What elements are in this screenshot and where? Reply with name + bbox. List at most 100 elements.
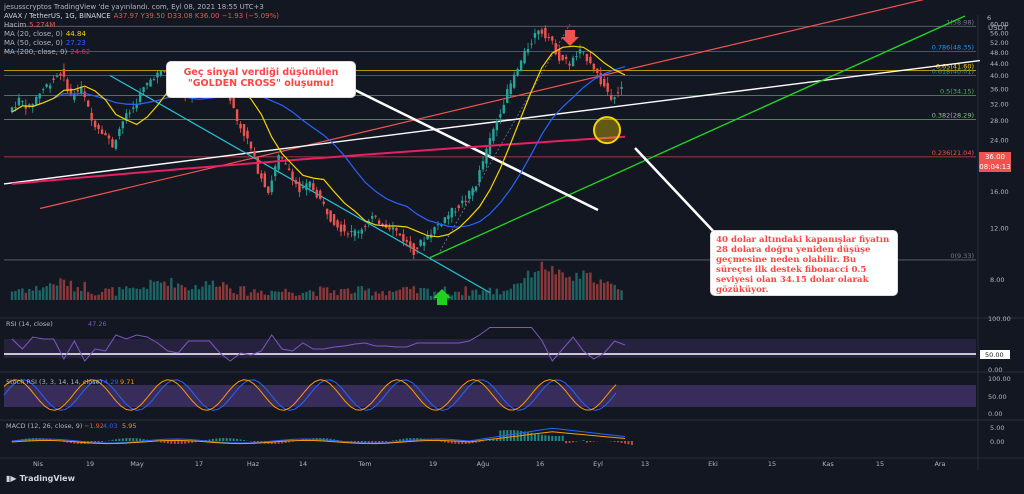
- candle-body: [77, 90, 79, 92]
- macd-histogram-bar: [243, 440, 245, 441]
- candle-body: [374, 216, 376, 217]
- volume-bar: [406, 287, 408, 300]
- candle-body: [603, 79, 605, 86]
- candle-body: [565, 57, 567, 59]
- time-tick-label: 19: [86, 460, 94, 468]
- candle-body: [461, 201, 463, 204]
- volume-bar: [132, 288, 134, 300]
- volume-bar: [181, 285, 183, 300]
- volume-bar: [333, 290, 335, 300]
- volume-bar: [163, 282, 165, 300]
- candle-body: [510, 83, 512, 94]
- volume-bar: [208, 285, 210, 300]
- volume-bar: [59, 278, 61, 300]
- time-tick-label: 17: [195, 460, 203, 468]
- macd-histogram-bar: [385, 441, 387, 442]
- macd-histogram-bar: [132, 438, 134, 441]
- pointer-line: [635, 148, 715, 233]
- volume-bar: [205, 281, 207, 300]
- volume-bar: [84, 282, 86, 300]
- candle-body: [139, 93, 141, 102]
- macd-histogram-bar: [614, 441, 616, 442]
- volume-bar: [288, 292, 290, 300]
- candle-body: [582, 51, 584, 52]
- stoch-tick: 50.00: [988, 393, 1007, 401]
- macd-label: MACD (12, 26, close, 9): [6, 422, 82, 430]
- time-tick-label: 19: [429, 460, 437, 468]
- price-tick-label: 52.00: [990, 39, 1009, 47]
- candle-body: [613, 97, 615, 99]
- volume-bar: [77, 287, 79, 300]
- candle-body: [371, 216, 373, 219]
- volume-bar: [548, 271, 550, 300]
- time-tick-label: Eki: [708, 460, 718, 468]
- volume-bar: [527, 271, 529, 300]
- candle-body: [572, 58, 574, 66]
- candle-body: [503, 105, 505, 114]
- volume-bar: [14, 291, 16, 300]
- macd-histogram-bar: [440, 441, 442, 442]
- projection-dashed: [440, 24, 570, 251]
- candle-body: [575, 56, 577, 57]
- volume-bar: [253, 289, 255, 300]
- macd-histogram-bar: [555, 436, 557, 441]
- macd-histogram-bar: [558, 436, 560, 441]
- price-tick-label: 6: [987, 14, 991, 22]
- volume-bar: [419, 288, 421, 300]
- volume-bar: [537, 271, 539, 300]
- candle-body: [21, 101, 23, 102]
- macd-histogram-bar: [562, 436, 564, 441]
- currency-label: USDT: [988, 24, 1007, 32]
- candle-body: [364, 226, 366, 227]
- volume-bar: [160, 283, 162, 300]
- price-tick-label: 24.00: [990, 137, 1009, 145]
- macd-histogram-bar: [170, 441, 172, 444]
- candle-body: [523, 51, 525, 64]
- candle-body: [402, 234, 404, 241]
- macd-histogram-bar: [582, 440, 584, 441]
- volume-bar: [413, 286, 415, 300]
- candle-body: [260, 173, 262, 178]
- candle-body: [156, 73, 158, 78]
- macd-histogram-bar: [527, 432, 529, 441]
- candle-body: [589, 57, 591, 63]
- candle-body: [264, 173, 266, 187]
- candle-body: [39, 94, 41, 99]
- volume-bar: [600, 279, 602, 300]
- candle-body: [135, 104, 137, 108]
- volume-bar: [361, 286, 363, 300]
- candle-body: [541, 30, 543, 34]
- volume-bar: [510, 289, 512, 300]
- volume-bar: [45, 286, 47, 300]
- volume-bar: [135, 289, 137, 300]
- volume-bar: [395, 291, 397, 300]
- candle-body: [45, 84, 47, 87]
- candle-body: [593, 64, 595, 70]
- volume-bar: [146, 289, 148, 300]
- fib-level-label: 0(9.33): [950, 252, 974, 260]
- volume-bar: [388, 291, 390, 300]
- fib-level-label: 0.786(48.35): [932, 44, 974, 52]
- macd-histogram-bar: [139, 439, 141, 441]
- volume-bar: [257, 293, 259, 300]
- volume-bar: [56, 286, 58, 300]
- candle-body: [378, 220, 380, 223]
- volume-bar: [343, 289, 345, 300]
- volume-bar: [63, 280, 65, 300]
- volume-bar: [236, 294, 238, 300]
- candle-body: [444, 217, 446, 223]
- candle-body: [253, 151, 255, 156]
- macd-histogram-bar: [627, 441, 629, 444]
- volume-bar: [586, 273, 588, 300]
- price-tick-label: 44.00: [990, 60, 1009, 68]
- candle-body: [388, 227, 390, 229]
- volume-bar: [129, 288, 131, 300]
- volume-bar: [606, 282, 608, 300]
- time-tick-label: Kas: [822, 460, 834, 468]
- volume-bar: [613, 285, 615, 300]
- price-tick-label: 28.00: [990, 117, 1009, 125]
- volume-bar: [215, 287, 217, 300]
- volume-bar: [156, 281, 158, 300]
- volume-bar: [232, 293, 234, 300]
- candle-body: [322, 202, 324, 204]
